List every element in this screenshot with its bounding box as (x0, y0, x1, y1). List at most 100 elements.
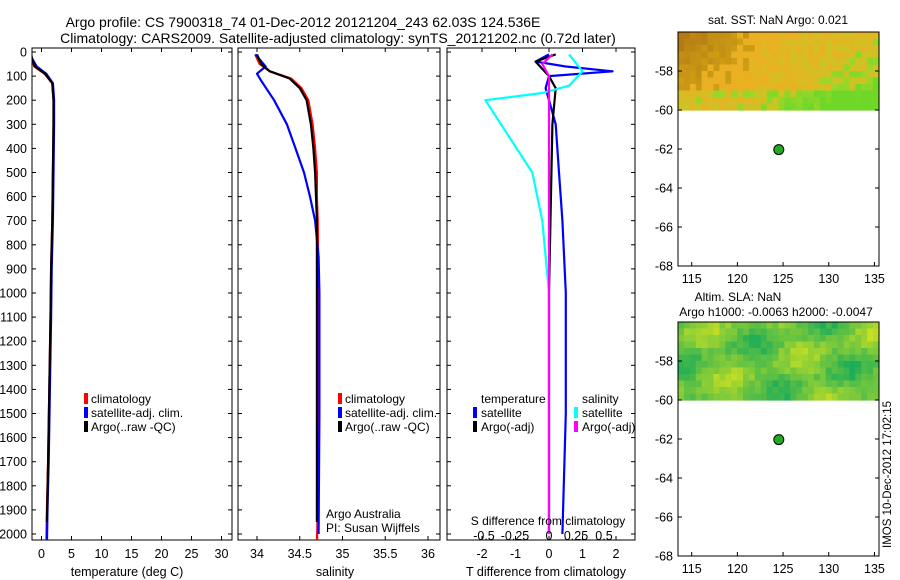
heatmap-cell (837, 341, 845, 349)
heatmap-cell (802, 361, 809, 369)
heatmap-cell (743, 103, 750, 111)
heatmap-cell (707, 84, 715, 92)
heatmap-cell (737, 322, 744, 330)
heatmap-cell (719, 322, 726, 330)
heatmap-cell (831, 374, 839, 382)
heatmap-cell (748, 90, 756, 98)
heatmap-cell (737, 380, 744, 388)
heatmap-cell (725, 71, 732, 79)
heatmap-cell (707, 51, 715, 59)
heatmap-cell (754, 38, 762, 46)
heatmap-cell (873, 367, 880, 375)
heatmap-cell (678, 387, 685, 395)
heatmap-cell (695, 380, 703, 388)
heatmap-cell (825, 341, 833, 349)
heatmap-cell (808, 77, 815, 85)
heatmap-cell (678, 58, 685, 66)
heatmap-cell (819, 32, 827, 40)
depth-tick-label: 1200 (0, 335, 27, 349)
heatmap-cell (754, 51, 762, 59)
x-tick-label: 2 (613, 547, 620, 561)
heatmap-cell (873, 341, 880, 349)
heatmap-cell (725, 367, 732, 375)
heatmap-cell (784, 51, 791, 59)
heatmap-cell (843, 97, 851, 105)
x-tick-label: -1 (510, 547, 521, 561)
heatmap-cell (695, 341, 703, 349)
heatmap-cell (713, 71, 720, 79)
heatmap-cell (849, 393, 856, 401)
heatmap-cell (819, 51, 827, 59)
heatmap-cell (689, 348, 697, 356)
heatmap-cell (867, 393, 874, 401)
heatmap-cell (825, 361, 833, 369)
heatmap-cell (683, 348, 691, 356)
heatmap-cell (701, 335, 709, 343)
salinity-axis-label: salinity (316, 565, 355, 579)
heatmap-cell (855, 58, 862, 66)
salinity-panel: 34 34.5 35 35.5 36 salinity climatology sate… (237, 47, 441, 579)
heatmap-cell (855, 374, 862, 382)
heatmap-cell (867, 71, 874, 79)
heatmap-cell (766, 32, 774, 40)
heatmap-cell (713, 393, 720, 401)
x-tick-label: -2 (476, 547, 487, 561)
heatmap-cell (873, 45, 880, 53)
heatmap-cell (737, 354, 744, 362)
heatmap-cell (760, 64, 768, 72)
heatmap-cell (766, 322, 774, 330)
heatmap-cell (772, 45, 780, 53)
heatmap-cell (861, 71, 868, 79)
heatmap-cell (790, 97, 797, 105)
legend-s-argo: Argo(-adj) (582, 420, 635, 434)
heatmap-cell (766, 71, 774, 79)
heatmap-cell (843, 64, 851, 72)
heatmap-cell (748, 58, 756, 66)
heatmap-cell (808, 380, 815, 388)
heatmap-cell (778, 77, 786, 85)
heatmap-cell (707, 64, 715, 72)
heatmap-cell (861, 97, 868, 105)
heatmap-cell (760, 58, 768, 66)
heatmap-cell (725, 348, 732, 356)
heatmap-cell (695, 393, 703, 401)
heatmap-cell (843, 90, 851, 98)
difference-panel: -2 -1 0 1 2 temperature salinity satellite A… (446, 47, 636, 579)
heatmap-cell (743, 335, 750, 343)
heatmap-cell (802, 367, 809, 375)
heatmap-cell (873, 38, 880, 46)
heatmap-cell (766, 84, 774, 92)
heatmap-cell (683, 32, 691, 40)
heatmap-cell (778, 341, 786, 349)
heatmap-cell (861, 341, 868, 349)
heatmap-cell (825, 103, 833, 111)
heatmap-cell (743, 354, 750, 362)
heatmap-cell (772, 354, 780, 362)
lat-tick-label: -68 (655, 260, 673, 274)
heatmap-cell (861, 380, 868, 388)
heatmap-cell (754, 32, 762, 40)
heatmap-cell (678, 84, 685, 92)
temperature-panel: 0100200300400500600700800900100011001200… (0, 46, 233, 579)
heatmap-cell (725, 361, 732, 369)
heatmap-cell (867, 322, 874, 330)
heatmap-cell (825, 367, 833, 375)
heatmap-cell (689, 58, 697, 66)
heatmap-cell (754, 335, 762, 343)
s-difference-x-axis: -0.5 -0.25 0 0.25 0.5 (473, 529, 613, 543)
heatmap-cell (790, 354, 797, 362)
heatmap-cell (825, 45, 833, 53)
heatmap-cell (831, 328, 839, 336)
heatmap-cell (808, 97, 815, 105)
heatmap-cell (796, 38, 803, 46)
heatmap-cell (825, 77, 833, 85)
heatmap-cell (819, 354, 827, 362)
figure-title-line1: Argo profile: CS 7900318_74 01-Dec-2012 … (66, 14, 541, 30)
heatmap-cell (849, 380, 856, 388)
heatmap-cell (831, 97, 839, 105)
heatmap-cell (766, 77, 774, 85)
heatmap-cell (695, 361, 703, 369)
heatmap-cell (683, 393, 691, 401)
s-diff-tick-label: 0.25 (564, 529, 588, 543)
heatmap-cell (725, 335, 732, 343)
